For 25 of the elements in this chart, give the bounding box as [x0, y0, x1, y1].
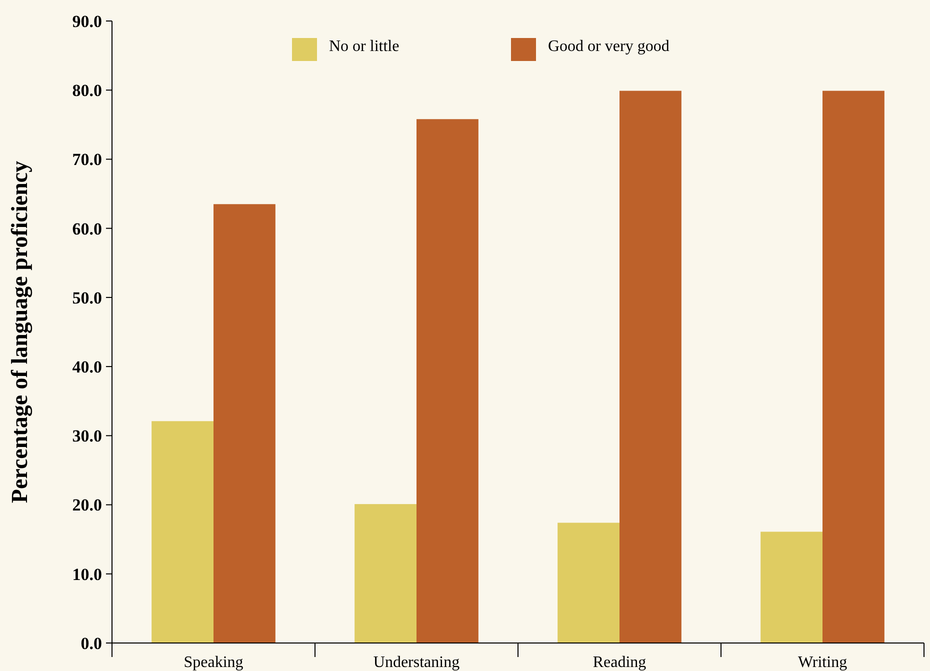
y-tick-label: 50.0 — [72, 288, 102, 308]
x-tick-label: Speaking — [184, 654, 244, 671]
bar — [558, 522, 620, 643]
y-axis-title: Percentage of language proficiency — [7, 160, 33, 504]
bar — [152, 421, 214, 643]
bar — [416, 119, 478, 643]
y-tick-label: 30.0 — [72, 426, 102, 446]
y-tick-label: 40.0 — [72, 358, 102, 377]
x-tick-label: Writing — [798, 654, 848, 671]
bar — [760, 532, 822, 643]
y-tick-label: 20.0 — [72, 496, 102, 515]
legend-label: Good or very good — [548, 38, 670, 55]
y-tick-label: 60.0 — [72, 219, 102, 238]
y-tick-label: 10.0 — [72, 564, 102, 584]
bar — [354, 504, 416, 643]
bar — [214, 204, 276, 643]
bar — [822, 90, 884, 643]
y-tick-label: 0.0 — [80, 634, 102, 653]
y-tick-label: 80.0 — [72, 81, 102, 100]
legend-label: No or little — [329, 38, 400, 55]
x-tick-label: Understaning — [373, 654, 460, 671]
x-tick-label: Reading — [592, 654, 646, 671]
bar — [620, 90, 682, 643]
y-tick-label: 70.0 — [72, 150, 102, 170]
y-tick-label: 90.0 — [72, 12, 102, 31]
